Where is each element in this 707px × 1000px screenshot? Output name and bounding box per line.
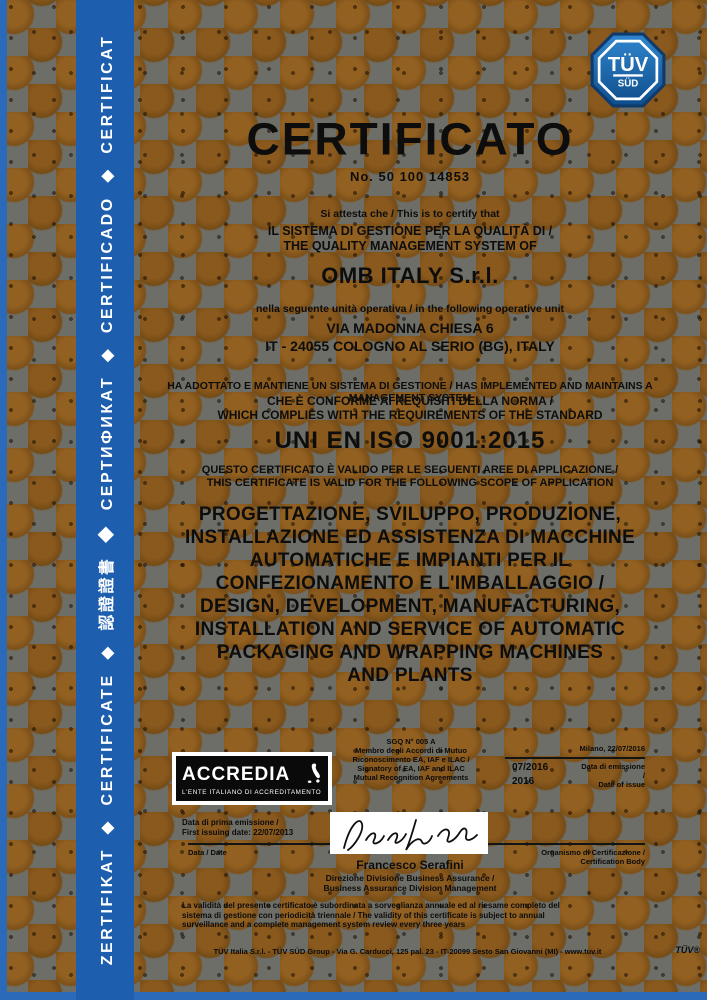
maintains-line-1: HA ADOTTATO E MANTIENE UN SISTEMA DI GES… <box>167 380 653 404</box>
left-edge-stripe <box>0 0 7 1000</box>
system-of-line-en: THE QUALITY MANAGEMENT SYSTEM OF <box>283 239 537 253</box>
footer-brand-mark: TÜV® <box>675 945 700 955</box>
accreditation-note: SGQ N° 005 A Membro degli Accordi di Mutu… <box>338 737 484 782</box>
handwritten-signature <box>330 812 488 854</box>
accredia-wordmark: ACCREDIA <box>182 763 291 785</box>
scope-intro-en: THIS CERTIFICATE IS VALID FOR THE FOLLOW… <box>206 477 614 489</box>
issue-side-label-en: Date of issue <box>598 780 645 789</box>
footer-address: TÜV Italia S.r.l. - TÜV SÜD Group - Via … <box>213 947 602 956</box>
date-rule <box>188 843 330 845</box>
date-rule-caption: Data / Date <box>188 848 227 857</box>
scope-line: INSTALLATION AND SERVICE OF AUTOMATIC <box>194 619 626 640</box>
accreditation-note-line: Mutual Recognition Agreements <box>353 773 469 782</box>
tuv-sud-logo-icon: TÜV SÜD <box>589 31 667 109</box>
accredia-tagline: L'ENTE ITALIANO DI ACCREDITAMENTO <box>182 788 322 796</box>
first-issue-block: Data di prima emissione / First issuing … <box>182 818 332 837</box>
multilingual-sidebar <box>76 0 134 1000</box>
scope-line: CONFEZIONAMENTO E L'IMBALLAGGIO / <box>215 573 605 594</box>
accreditation-note-line: Riconoscimento EA, IAF e ILAC / <box>352 755 470 764</box>
accreditation-note-line: Membro degli Accordi di Mutuo <box>355 746 467 755</box>
scope-text: PROGETTAZIONE, SVILUPPO, PRODUZIONE, INST… <box>135 503 685 687</box>
signature-rule-caption: Organismo di Certificazione / Certificat… <box>541 848 645 866</box>
issue-date-bottom: 2016 <box>512 776 535 787</box>
bottom-edge-stripe <box>0 992 707 1000</box>
issue-side-label-it: Data di emissione / <box>581 762 645 780</box>
address-line-2: IT - 24055 COLOGNO AL SERIO (BG), ITALY <box>265 338 555 354</box>
certificate-title: CERTIFICATO <box>246 113 574 165</box>
signature-stroke-icon <box>343 819 478 851</box>
accredia-logo: ACCREDIA L'ENTE ITALIANO DI ACCREDITAMEN… <box>172 752 332 805</box>
scope-intro-it: QUESTO CERTIFICATO È VALIDO PER LE SEGUE… <box>201 464 619 476</box>
company-name: OMB ITALY S.r.l. <box>321 263 499 288</box>
sud-logo-text: SÜD <box>618 78 639 89</box>
signatory-role-it: Direzione Divisione Business Assurance / <box>325 873 495 883</box>
first-issue-line-en: First issuing date: 22/07/2013 <box>182 827 294 837</box>
scope-line: AND PLANTS <box>347 665 473 686</box>
sidebar-vertical-text: ZERTIFIKAT ◆ CERTIFICATE ◆ 認證證書 ◆ СЕРТИФ… <box>99 34 116 966</box>
certificate-number: No. 50 100 14853 <box>349 169 471 184</box>
standard-name: UNI EN ISO 9001:2015 <box>274 427 546 454</box>
scope-line: PROGETTAZIONE, SVILUPPO, PRODUZIONE, <box>198 504 622 525</box>
signatory-role-en: Business Assurance Division Management <box>323 883 497 893</box>
accreditation-note-line: SGQ N° 005 A <box>386 737 436 746</box>
signatory-name: Francesco Serafini <box>356 858 464 872</box>
scope-line: AUTOMATICHE E IMPIANTI PER IL <box>249 550 571 571</box>
issue-side-label: Data di emissione / Date of issue <box>580 762 645 789</box>
scope-line: PACKAGING AND WRAPPING MACHINES <box>216 642 604 663</box>
issue-rule <box>505 757 645 759</box>
accreditation-note-line: Signatory of EA, IAF and ILAC <box>357 764 465 773</box>
tuv-logo-text: TÜV <box>608 53 649 76</box>
italy-map-icon <box>307 762 320 783</box>
attestation-line: Si attesta che / This is to certify that <box>320 208 500 220</box>
maintains-line-2: CHE È CONFORME AI REQUISITI DELLA NORMA … <box>266 394 553 408</box>
validity-note: La validità del presente certificato è s… <box>182 901 560 929</box>
operative-unit-intro: nella seguente unità operativa / in the … <box>255 303 565 315</box>
address-line-1: VIA MADONNA CHIESA 6 <box>326 320 494 336</box>
issue-date-top: 07/2016 <box>512 762 549 773</box>
issue-place-date: Milano, 22/07/2016 <box>579 744 645 753</box>
accredia-logo-inner: ACCREDIA L'ENTE ITALIANO DI ACCREDITAMEN… <box>176 756 328 801</box>
scope-line: DESIGN, DEVELOPMENT, MANUFACTURING, <box>199 596 621 617</box>
system-of-line-it: IL SISTEMA DI GESTIONE PER LA QUALITÀ DI… <box>267 224 553 238</box>
first-issue-line-it: Data di prima emissione / <box>182 818 279 827</box>
signature-rule <box>488 843 645 845</box>
scope-line: INSTALLAZIONE ED ASSISTENZA DI MACCHINE <box>184 527 636 548</box>
maintains-line-3: WHICH COMPLIES WITH THE REQUIREMENTS OF … <box>217 408 603 422</box>
